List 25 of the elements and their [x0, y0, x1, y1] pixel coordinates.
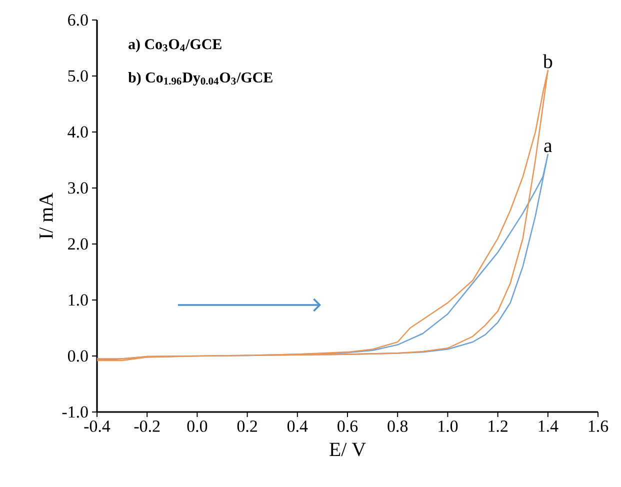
- x-tick-label: 1.2: [488, 420, 508, 432]
- x-tick-label: 0.4: [287, 420, 308, 432]
- y-axis-title: I/ mA: [40, 192, 53, 239]
- x-tick-label: 1.4: [538, 420, 558, 432]
- x-tick-label: 0.0: [187, 420, 208, 432]
- x-tick-label: 0.2: [237, 420, 257, 432]
- y-tick-label: 2.0: [68, 238, 88, 250]
- x-tick-label: -0.4: [84, 420, 110, 432]
- y-tick-label: 4.0: [68, 126, 88, 138]
- x-tick-label: 0.8: [388, 420, 408, 432]
- y-tick-label: 3.0: [68, 182, 88, 194]
- y-tick-label: 6.0: [68, 14, 88, 26]
- x-tick-label: 1.6: [588, 420, 608, 432]
- y-tick-label: 0.0: [68, 350, 88, 362]
- x-tick-label: -0.2: [134, 420, 160, 432]
- y-tick-label: -1.0: [62, 406, 88, 418]
- series-label: a: [544, 142, 552, 152]
- x-tick-label: 1.0: [438, 420, 458, 432]
- x-tick-label: 0.6: [338, 420, 358, 432]
- series-label: b: [542, 54, 552, 68]
- annotation: a) Co$_{3}$O$_{4}$/GCE: [128, 38, 222, 52]
- x-axis-title: E/ V: [330, 442, 366, 456]
- y-tick-label: 5.0: [68, 70, 88, 82]
- y-tick-label: 1.0: [68, 294, 88, 306]
- annotation: b) Co$_{1.96}$Dy$_{0.04}$O$_{3}$/GCE: [128, 72, 272, 86]
